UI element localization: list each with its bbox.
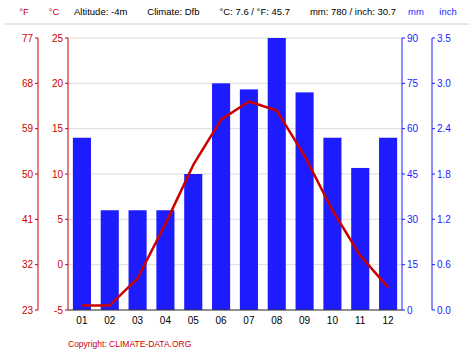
y4-tick [432, 219, 435, 220]
y-tick-label: 0 [57, 259, 63, 270]
y3-tick [35, 310, 38, 311]
y2-tick-label: 60 [407, 123, 419, 134]
annotation: inch [439, 6, 456, 17]
y4-tick-label: 0.6 [437, 259, 451, 270]
chart: 010203040506070809101112-505101520252332… [0, 0, 474, 355]
y-tick [65, 38, 68, 39]
y-tick-label: 20 [52, 78, 64, 89]
x-tick-label: 09 [299, 315, 311, 326]
y3-tick-label: 59 [22, 123, 34, 134]
y-tick [65, 83, 68, 84]
y-tick [65, 264, 68, 265]
grid-line [68, 38, 402, 39]
bar [101, 210, 119, 310]
y2-tick [402, 264, 405, 265]
plot-area [73, 38, 397, 310]
annotation: Climate: Dfb [147, 6, 199, 17]
bar [351, 168, 369, 310]
y4-tick-label: 0.0 [437, 305, 451, 316]
y-tick-label: 10 [52, 169, 64, 180]
temperature-line [82, 101, 388, 305]
annotation: Copyright: CLIMATE-DATA.ORG [68, 339, 191, 349]
bar [268, 38, 286, 310]
annotation: mm: 780 / inch: 30.7 [310, 6, 396, 17]
bar [184, 174, 202, 310]
y4-tick [432, 310, 435, 311]
bar [129, 210, 147, 310]
y2-tick [402, 38, 405, 39]
annotation: mm [408, 6, 424, 17]
y3-tick-label: 50 [22, 169, 34, 180]
y2-tick [402, 83, 405, 84]
y3-tick [35, 128, 38, 129]
y4-tick [432, 38, 435, 39]
y4-tick [432, 83, 435, 84]
y-tick [65, 128, 68, 129]
y3-tick [35, 174, 38, 175]
y3-tick [35, 83, 38, 84]
x-tick-label: 02 [104, 315, 116, 326]
annotation: Altitude: -4m [74, 6, 127, 17]
y3-tick-label: 68 [22, 78, 34, 89]
x-tick-label: 11 [355, 315, 366, 326]
y4-tick-label: 3.0 [437, 78, 451, 89]
y2-tick-label: 75 [407, 78, 419, 89]
y2-tick-label: 90 [407, 33, 419, 44]
annotation: °C [49, 6, 60, 17]
y3-tick [35, 219, 38, 220]
y4-tick-label: 3.5 [437, 33, 451, 44]
x-tick-label: 06 [216, 315, 228, 326]
y2-tick [402, 219, 405, 220]
y3-tick-label: 23 [22, 305, 34, 316]
y2-tick-label: 15 [407, 259, 419, 270]
x-tick-label: 12 [383, 315, 395, 326]
annotation: °F [19, 6, 29, 17]
y2-tick-label: 30 [407, 214, 419, 225]
x-tick-label: 08 [271, 315, 283, 326]
grid-line [68, 310, 402, 311]
y2-tick [402, 174, 405, 175]
bar [240, 89, 258, 310]
y4-tick [432, 128, 435, 129]
y4-tick-label: 1.8 [437, 169, 451, 180]
grid-line [68, 128, 402, 129]
y4-tick-label: 2.4 [437, 123, 451, 134]
bar [212, 83, 230, 310]
y-tick [65, 219, 68, 220]
x-axis [68, 310, 402, 311]
y2-tick [402, 128, 405, 129]
y4-tick [432, 174, 435, 175]
header-rule [5, 24, 469, 25]
y2-tick [402, 310, 405, 311]
bar [296, 92, 314, 310]
x-tick-label: 07 [243, 315, 255, 326]
y3-tick [35, 38, 38, 39]
y-tick-label: 5 [57, 214, 63, 225]
x-tick-label: 04 [160, 315, 172, 326]
bar [323, 138, 341, 310]
y3-tick-label: 32 [22, 259, 34, 270]
y2-tick-label: 0 [407, 305, 413, 316]
x-tick-label: 10 [327, 315, 339, 326]
x-tick-label: 03 [132, 315, 144, 326]
y4-tick [432, 264, 435, 265]
annotation: °C: 7.6 / °F: 45.7 [220, 6, 290, 17]
y3-tick [35, 264, 38, 265]
y2-tick-label: 45 [407, 169, 419, 180]
x-tick-label: 01 [76, 315, 88, 326]
y-tick [65, 310, 68, 311]
y3-tick-label: 77 [22, 33, 34, 44]
y-tick-label: 15 [52, 123, 64, 134]
y4-tick-label: 1.2 [437, 214, 451, 225]
y3-tick-label: 41 [22, 214, 34, 225]
bar [73, 138, 91, 310]
y-tick-label: 25 [52, 33, 64, 44]
y-tick-label: -5 [54, 305, 63, 316]
bar [379, 138, 397, 310]
y-tick [65, 174, 68, 175]
x-tick-label: 05 [188, 315, 200, 326]
grid-line [68, 83, 402, 84]
